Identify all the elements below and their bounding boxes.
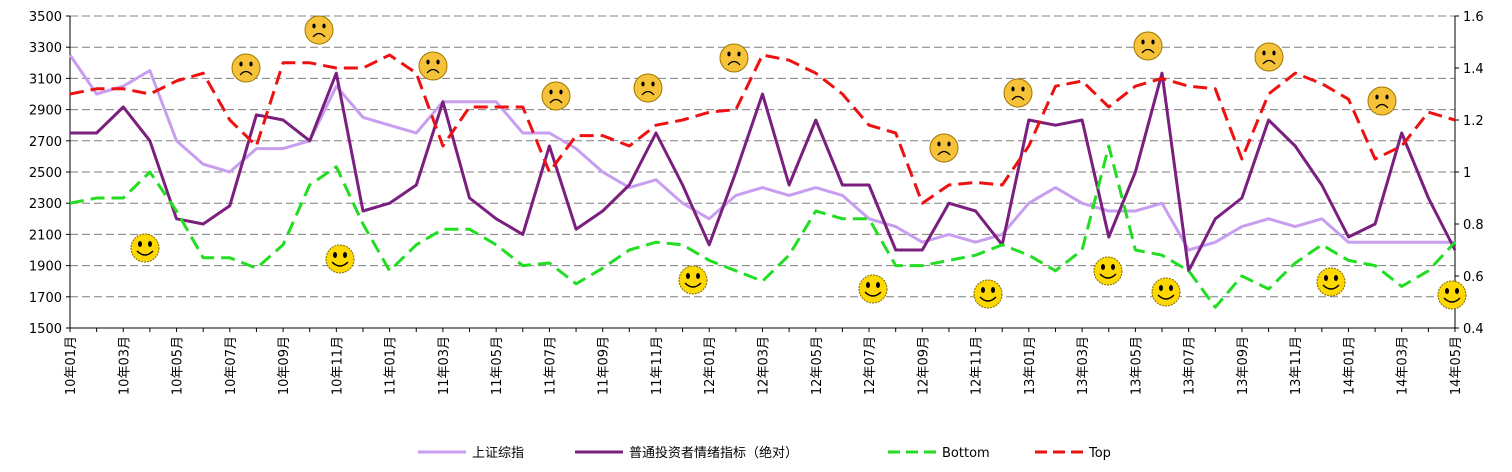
smile-icon bbox=[325, 244, 355, 274]
y2-tick-label: 1 bbox=[1463, 166, 1471, 181]
legend: 上证综指 普通投资者情绪指标（绝对） Bottom Top bbox=[418, 445, 1111, 461]
frown-icon bbox=[1133, 31, 1163, 61]
y2-tick-label: 1.2 bbox=[1463, 114, 1484, 129]
smile-icon bbox=[1151, 277, 1181, 307]
y-tick-label: 3500 bbox=[29, 10, 62, 25]
x-tick-label: 14年05月 bbox=[1449, 336, 1464, 395]
x-tick-label: 12年01月 bbox=[703, 336, 718, 395]
y-tick-label: 2700 bbox=[29, 135, 62, 150]
frown-icon bbox=[929, 133, 959, 163]
smile-icon bbox=[130, 233, 160, 263]
y2-tick-label: 0.8 bbox=[1463, 218, 1484, 233]
x-tick-label: 10年11月 bbox=[330, 336, 345, 395]
x-tick-label: 13年09月 bbox=[1236, 336, 1251, 395]
series-line bbox=[69, 144, 1457, 309]
x-tick-label: 10年09月 bbox=[277, 336, 292, 395]
x-tick-label: 12年09月 bbox=[916, 336, 931, 395]
frown-icon bbox=[719, 43, 749, 73]
x-tick-label: 12年07月 bbox=[863, 336, 878, 395]
x-tick-label: 11年01月 bbox=[384, 336, 399, 395]
y-tick-label: 2900 bbox=[29, 104, 62, 119]
series-line bbox=[69, 53, 1456, 205]
x-tick-label: 11年07月 bbox=[543, 336, 558, 395]
x-tick-label: 11年11月 bbox=[650, 336, 665, 395]
y-tick-label: 3300 bbox=[29, 41, 62, 56]
x-tick-label: 14年01月 bbox=[1342, 336, 1357, 395]
x-tick-label: 10年01月 bbox=[64, 336, 79, 395]
x-tick-label: 12年11月 bbox=[970, 336, 985, 395]
x-tick-label: 13年01月 bbox=[1023, 336, 1038, 395]
x-tick-label: 10年07月 bbox=[224, 336, 239, 395]
y-tick-label: 1500 bbox=[29, 322, 62, 337]
x-tick-label: 10年03月 bbox=[117, 336, 132, 395]
smile-icon bbox=[678, 265, 708, 295]
y2-tick-label: 1.6 bbox=[1463, 10, 1484, 25]
series-line bbox=[68, 54, 1455, 252]
frown-icon bbox=[1367, 86, 1397, 116]
x-tick-label: 13年03月 bbox=[1076, 336, 1091, 395]
y-tick-label: 3100 bbox=[29, 72, 62, 87]
y-tick-label: 2300 bbox=[29, 197, 62, 212]
smile-icon bbox=[1437, 280, 1467, 310]
x-tick-label: 12年05月 bbox=[810, 336, 825, 395]
x-tick-label: 11年09月 bbox=[597, 336, 612, 395]
y-tick-label: 1700 bbox=[29, 291, 62, 306]
frown-icon bbox=[1003, 78, 1033, 108]
smile-icon bbox=[973, 279, 1003, 309]
x-tick-label: 11年03月 bbox=[437, 336, 452, 395]
x-tick-label: 13年11月 bbox=[1289, 336, 1304, 395]
y2-tick-label: 0.4 bbox=[1463, 322, 1484, 337]
x-tick-label: 14年03月 bbox=[1396, 336, 1411, 395]
x-tick-label: 13年05月 bbox=[1129, 336, 1144, 395]
x-tick-label: 12年03月 bbox=[757, 336, 772, 395]
legend-label: Top bbox=[1088, 446, 1111, 461]
frown-icon bbox=[231, 53, 261, 83]
series-line bbox=[70, 71, 1457, 273]
y-tick-label: 2500 bbox=[29, 166, 62, 181]
frown-icon bbox=[633, 73, 663, 103]
y-tick-label: 1900 bbox=[29, 260, 62, 275]
legend-label: 上证综指 bbox=[472, 446, 524, 461]
frown-icon bbox=[1254, 42, 1284, 72]
frown-icon bbox=[541, 81, 571, 111]
x-tick-label: 13年07月 bbox=[1183, 336, 1198, 395]
x-tick-label: 11年05月 bbox=[490, 336, 505, 395]
y2-tick-label: 0.6 bbox=[1463, 270, 1484, 285]
x-tick-label: 10年05月 bbox=[171, 336, 186, 395]
smile-icon bbox=[1316, 267, 1346, 297]
legend-label: Bottom bbox=[942, 446, 990, 461]
smile-icon bbox=[858, 274, 888, 304]
y-tick-label: 2100 bbox=[29, 228, 62, 243]
legend-label: 普通投资者情绪指标（绝对） bbox=[629, 445, 798, 461]
y2-tick-label: 1.4 bbox=[1463, 62, 1484, 77]
frown-icon bbox=[418, 51, 448, 81]
frown-icon bbox=[304, 15, 334, 45]
smile-icon bbox=[1093, 256, 1123, 286]
